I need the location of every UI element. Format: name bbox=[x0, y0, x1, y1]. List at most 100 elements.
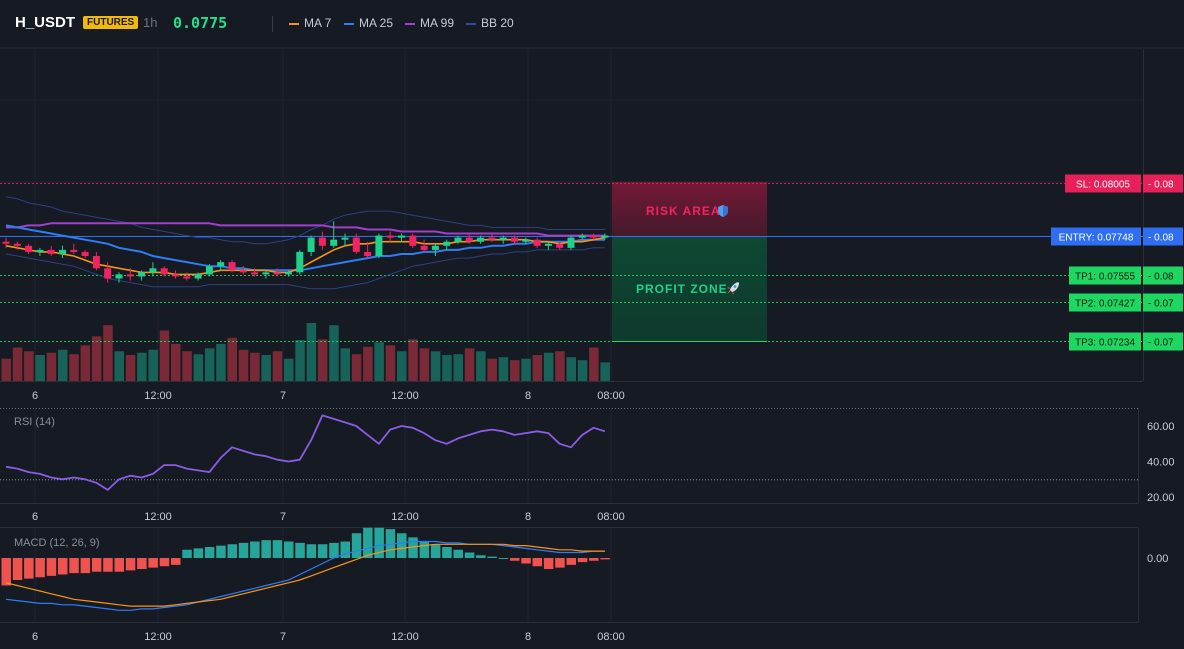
ma99-swatch bbox=[405, 22, 415, 25]
level-tag-text-sl: SL: 0.08005 bbox=[1076, 180, 1130, 191]
macd-histogram-bar bbox=[397, 533, 407, 558]
axis-price-tag-tp2 bbox=[1143, 293, 1183, 312]
macd-histogram-bar bbox=[125, 558, 136, 571]
volume-bar bbox=[261, 354, 271, 381]
candle-body bbox=[364, 251, 372, 257]
bollinger-bands bbox=[5, 196, 605, 290]
macd-histogram-bar bbox=[46, 558, 57, 576]
rsi-tick-label: 20.00 bbox=[1147, 492, 1175, 504]
level-tag-entry bbox=[1051, 227, 1141, 246]
macd-histogram-bar bbox=[250, 541, 260, 558]
candle-body bbox=[330, 239, 338, 246]
moving-averages bbox=[5, 222, 606, 276]
macd-histogram-bar bbox=[12, 558, 23, 580]
macd-histogram-bar bbox=[284, 541, 294, 558]
macd-histogram-bar bbox=[464, 552, 475, 558]
candle-body bbox=[251, 272, 259, 275]
symbol-name[interactable]: H_USDT bbox=[15, 14, 76, 31]
volume-bar bbox=[430, 351, 441, 381]
legend-ma99[interactable]: MA 99 bbox=[405, 16, 454, 30]
last-price: 0.0775 bbox=[173, 14, 228, 32]
macd-histogram-bar bbox=[442, 547, 452, 558]
level-tag-tp1 bbox=[1069, 266, 1141, 285]
candle-body bbox=[375, 235, 383, 257]
macd-histogram-bar bbox=[159, 558, 170, 567]
time-tick-label: 7 bbox=[280, 631, 286, 643]
macd-histogram-bar bbox=[261, 540, 271, 558]
chart-header: H_USDT FUTURES 1h 0.0775 MA 7 MA 25 MA 9… bbox=[0, 0, 1184, 46]
volume-bar bbox=[419, 348, 430, 381]
candle-body bbox=[217, 262, 225, 267]
volume-bar bbox=[363, 346, 373, 381]
macd-histogram-bar bbox=[408, 537, 418, 558]
interval-selector[interactable]: 1h bbox=[143, 15, 158, 30]
macd-tick-label: 0.00 bbox=[1147, 553, 1168, 565]
futures-badge: FUTURES bbox=[83, 16, 139, 29]
risk-area-label: RISK AREA bbox=[646, 204, 721, 218]
volume-bar bbox=[159, 330, 170, 381]
macd-histogram-bar bbox=[510, 558, 520, 561]
candle-body bbox=[273, 272, 281, 275]
candle-body bbox=[149, 268, 157, 273]
shield-icon bbox=[718, 205, 728, 217]
level-tag-text-tp1: TP1: 0.07555 bbox=[1075, 272, 1135, 283]
macd-panel: MACD (12, 26, 9) 0.00 bbox=[1, 527, 1168, 611]
macd-histogram-bar bbox=[555, 558, 565, 568]
volume-bar bbox=[317, 339, 328, 381]
time-tick-label: 12:00 bbox=[391, 631, 419, 643]
candle-body bbox=[465, 237, 473, 242]
level-tag-tp2 bbox=[1069, 293, 1141, 312]
macd-histogram-bar bbox=[453, 549, 463, 558]
candle-body bbox=[556, 243, 564, 248]
ma25-swatch bbox=[344, 22, 354, 25]
volume-bar bbox=[408, 339, 418, 381]
volume-bar bbox=[464, 348, 475, 381]
level-tag-tp3 bbox=[1069, 332, 1141, 351]
candle-body bbox=[578, 235, 586, 238]
macd-histogram-bar bbox=[216, 545, 226, 558]
level-tag-text-entry: ENTRY: 0.07748 bbox=[1059, 233, 1134, 244]
volume-bar bbox=[227, 337, 237, 381]
legend-ma99-label: MA 99 bbox=[420, 16, 455, 30]
candle-body bbox=[499, 237, 507, 240]
volume-bar bbox=[543, 352, 554, 381]
macd-histogram-bar bbox=[419, 541, 430, 558]
legend-ma25-label: MA 25 bbox=[359, 16, 394, 30]
candle-body bbox=[296, 251, 304, 273]
time-tick-label: 08:00 bbox=[597, 390, 625, 402]
legend-ma7[interactable]: MA 7 bbox=[289, 16, 331, 30]
volume-bar bbox=[69, 354, 79, 381]
candle-body bbox=[307, 237, 315, 252]
volume-bar bbox=[510, 360, 520, 381]
candle-body bbox=[47, 249, 55, 254]
axis-price-tag-tp3 bbox=[1143, 332, 1183, 351]
candle-body bbox=[262, 272, 270, 275]
volume-bar bbox=[340, 348, 350, 381]
time-tick-label: 12:00 bbox=[144, 390, 172, 402]
time-tick-label: 8 bbox=[525, 390, 531, 402]
macd-histogram-bar bbox=[577, 558, 588, 563]
axis-price-text-tp1: - 0.08 bbox=[1148, 272, 1174, 283]
candle-body bbox=[590, 235, 598, 238]
candle-body bbox=[454, 237, 462, 242]
time-tick-label: 08:00 bbox=[597, 631, 625, 643]
rsi-tick-label: 40.00 bbox=[1147, 457, 1175, 469]
candle-body bbox=[172, 274, 179, 277]
legend-ma25[interactable]: MA 25 bbox=[344, 16, 393, 30]
macd-histogram-bar bbox=[227, 544, 237, 558]
candle-body bbox=[522, 239, 530, 242]
volume-bar bbox=[12, 347, 23, 381]
axis-price-text-tp3: - 0.07 bbox=[1148, 338, 1174, 349]
legend-bb20[interactable]: BB 20 bbox=[466, 16, 514, 30]
level-tag-text-tp2: TP2: 0.07427 bbox=[1075, 299, 1135, 310]
volume-bar bbox=[272, 351, 283, 381]
macd-histogram-bar bbox=[295, 542, 305, 558]
candle-body bbox=[92, 256, 100, 269]
time-tick-label: 12:00 bbox=[144, 631, 172, 643]
ma25-line bbox=[5, 224, 605, 272]
risk-area-box bbox=[612, 182, 767, 236]
macd-histogram-bar bbox=[1, 558, 11, 586]
macd-histogram-bar bbox=[385, 529, 396, 558]
volume-bar bbox=[589, 347, 599, 381]
